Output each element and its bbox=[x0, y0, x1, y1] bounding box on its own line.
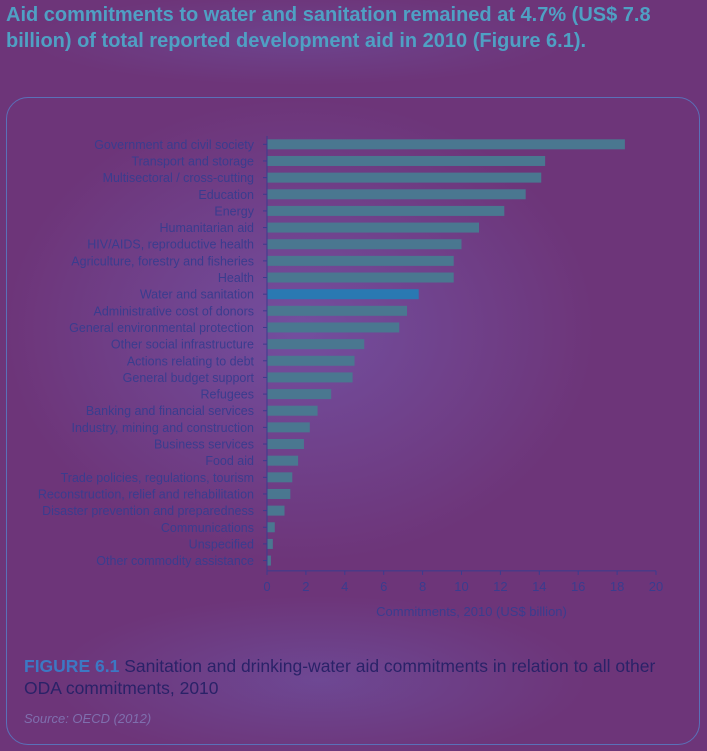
bar bbox=[267, 339, 365, 350]
source-note: Source: OECD (2012) bbox=[24, 711, 152, 726]
category-label: Trade policies, regulations, tourism bbox=[61, 471, 254, 485]
x-tick-label: 10 bbox=[454, 579, 468, 594]
figure-caption: FIGURE 6.1 Sanitation and drinking-water… bbox=[24, 655, 684, 699]
category-label: Business services bbox=[154, 438, 254, 452]
category-label: HIV/AIDS, reproductive health bbox=[87, 238, 254, 252]
x-axis-label: Commitments, 2010 (US$ billion) bbox=[376, 604, 567, 619]
category-label: Other social infrastructure bbox=[111, 338, 254, 352]
x-tick-label: 20 bbox=[649, 579, 663, 594]
bar bbox=[267, 355, 355, 366]
category-label: Transport and storage bbox=[131, 154, 254, 168]
bar bbox=[267, 255, 454, 266]
intro-heading: Aid commitments to water and sanitation … bbox=[6, 4, 651, 52]
category-label: Reconstruction, relief and rehabilitatio… bbox=[38, 487, 254, 501]
bar bbox=[267, 472, 293, 483]
bar bbox=[267, 205, 505, 216]
category-label: Unspecified bbox=[189, 537, 254, 551]
category-label: Energy bbox=[214, 204, 254, 218]
bar bbox=[267, 139, 625, 150]
category-label: Humanitarian aid bbox=[160, 221, 255, 235]
bar bbox=[267, 305, 408, 316]
category-label: Health bbox=[218, 271, 254, 285]
figure-panel bbox=[6, 97, 700, 745]
figure-label: FIGURE 6.1 bbox=[24, 656, 120, 676]
category-label: Other commodity assistance bbox=[96, 554, 254, 568]
bar bbox=[267, 555, 271, 566]
bar bbox=[267, 372, 353, 383]
bar bbox=[267, 488, 291, 499]
category-label: General budget support bbox=[123, 371, 255, 385]
bar bbox=[267, 239, 462, 250]
bar bbox=[267, 505, 285, 516]
category-label: Agriculture, forestry and fisheries bbox=[71, 254, 254, 268]
x-tick-label: 2 bbox=[302, 579, 309, 594]
x-tick-label: 12 bbox=[493, 579, 507, 594]
bar bbox=[267, 155, 546, 166]
category-label: Education bbox=[198, 188, 254, 202]
bar bbox=[267, 272, 454, 283]
category-label: Industry, mining and construction bbox=[71, 421, 254, 435]
bar bbox=[267, 172, 542, 183]
x-tick-label: 16 bbox=[571, 579, 585, 594]
category-label: Multisectoral / cross-cutting bbox=[103, 171, 254, 185]
category-label: General environmental protection bbox=[69, 321, 254, 335]
bar bbox=[267, 322, 400, 333]
bar bbox=[267, 405, 318, 416]
x-tick-label: 18 bbox=[610, 579, 624, 594]
category-label: Food aid bbox=[205, 454, 254, 468]
category-label: Administrative cost of donors bbox=[94, 304, 255, 318]
figure-caption-text: Sanitation and drinking-water aid commit… bbox=[24, 656, 656, 698]
x-tick-label: 0 bbox=[263, 579, 270, 594]
bar bbox=[267, 389, 332, 400]
bar-chart: Government and civil society Transport an… bbox=[38, 136, 663, 619]
bar bbox=[267, 222, 480, 233]
category-label: Disaster prevention and preparedness bbox=[42, 504, 254, 518]
category-label: Government and civil society bbox=[94, 138, 255, 152]
x-tick-label: 8 bbox=[419, 579, 426, 594]
category-label: Water and sanitation bbox=[140, 288, 254, 302]
category-label: Refugees bbox=[200, 388, 254, 402]
category-label: Banking and financial services bbox=[86, 404, 254, 418]
bar bbox=[267, 189, 526, 200]
bar bbox=[267, 538, 273, 549]
x-tick-label: 4 bbox=[341, 579, 348, 594]
category-label: Communications bbox=[161, 521, 254, 535]
bar bbox=[267, 455, 299, 466]
category-label: Actions relating to debt bbox=[127, 354, 255, 368]
bar bbox=[267, 439, 304, 450]
bar-highlight bbox=[267, 289, 419, 300]
bar bbox=[267, 522, 275, 533]
x-tick-label: 14 bbox=[532, 579, 546, 594]
x-tick-label: 6 bbox=[380, 579, 387, 594]
bar bbox=[267, 422, 310, 433]
